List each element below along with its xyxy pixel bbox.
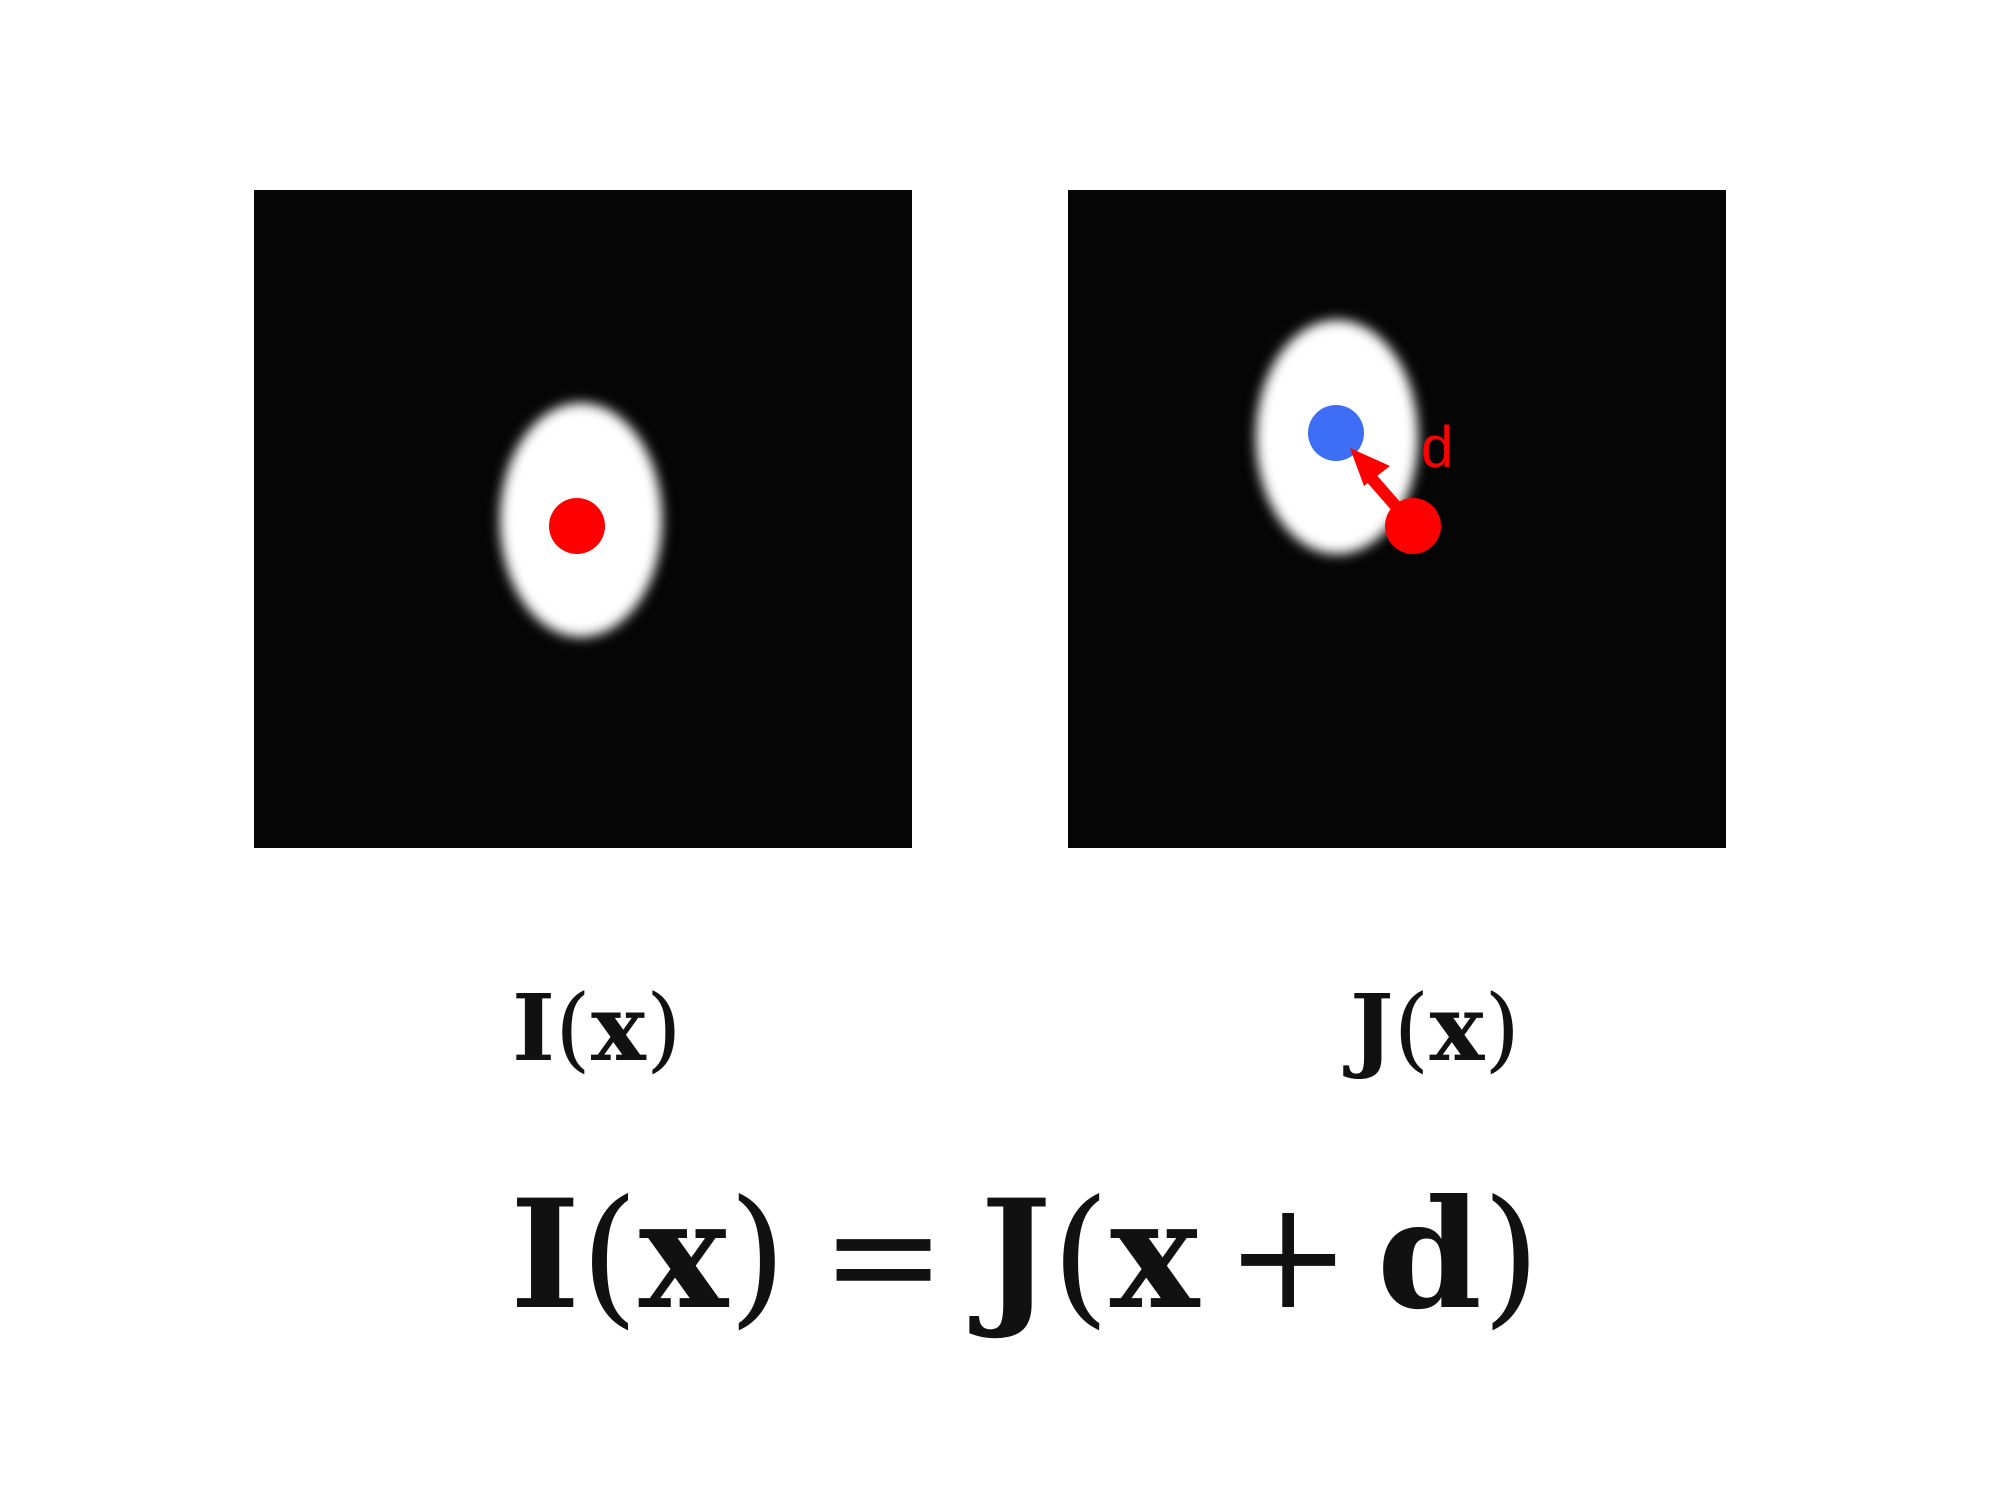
label-right-open-paren: ( bbox=[1393, 975, 1430, 1082]
equation-rhs-displacement: d bbox=[1377, 1167, 1482, 1343]
equation-rhs-symbol: J bbox=[980, 1167, 1052, 1343]
image-right-canvas: d bbox=[1256, 320, 1453, 554]
label-right-close-paren: ) bbox=[1484, 975, 1521, 1082]
equation-rhs-close-paren: ) bbox=[1481, 1169, 1541, 1343]
displacement-label: d bbox=[1421, 415, 1453, 480]
equation-lhs-open-paren: ( bbox=[580, 1169, 639, 1343]
displacement-arrow-shaft bbox=[1361, 468, 1413, 524]
blue-shifted-point bbox=[1308, 405, 1364, 461]
equation-rhs-open-paren: ( bbox=[1051, 1169, 1110, 1343]
equation-lhs-symbol: I bbox=[510, 1167, 581, 1343]
red-point-left bbox=[549, 498, 605, 554]
label-left-symbol: I bbox=[512, 974, 556, 1082]
label-left-image: I(x) bbox=[512, 982, 682, 1075]
equation-rhs-arg: x bbox=[1109, 1167, 1200, 1343]
equation-lhs-close-paren: ) bbox=[728, 1169, 787, 1343]
label-left-close-paren: ) bbox=[645, 975, 682, 1082]
brightness-constancy-equation: I(x) = J(x + d) bbox=[510, 1180, 1540, 1331]
image-left-canvas bbox=[500, 403, 662, 637]
displacement-arrow-head bbox=[1350, 448, 1390, 486]
image-panel-left bbox=[254, 190, 912, 848]
equation-lhs-arg: x bbox=[638, 1167, 729, 1343]
image-panel-right: d bbox=[1068, 190, 1726, 848]
label-left-open-paren: ( bbox=[555, 975, 591, 1082]
label-right-symbol: J bbox=[1350, 974, 1394, 1082]
label-left-arg: x bbox=[590, 974, 646, 1082]
equation-equals-sign: = bbox=[820, 1169, 947, 1343]
equation-plus-sign: + bbox=[1225, 1169, 1351, 1343]
label-right-image: J(x) bbox=[1350, 982, 1520, 1075]
label-right-arg: x bbox=[1429, 974, 1485, 1082]
